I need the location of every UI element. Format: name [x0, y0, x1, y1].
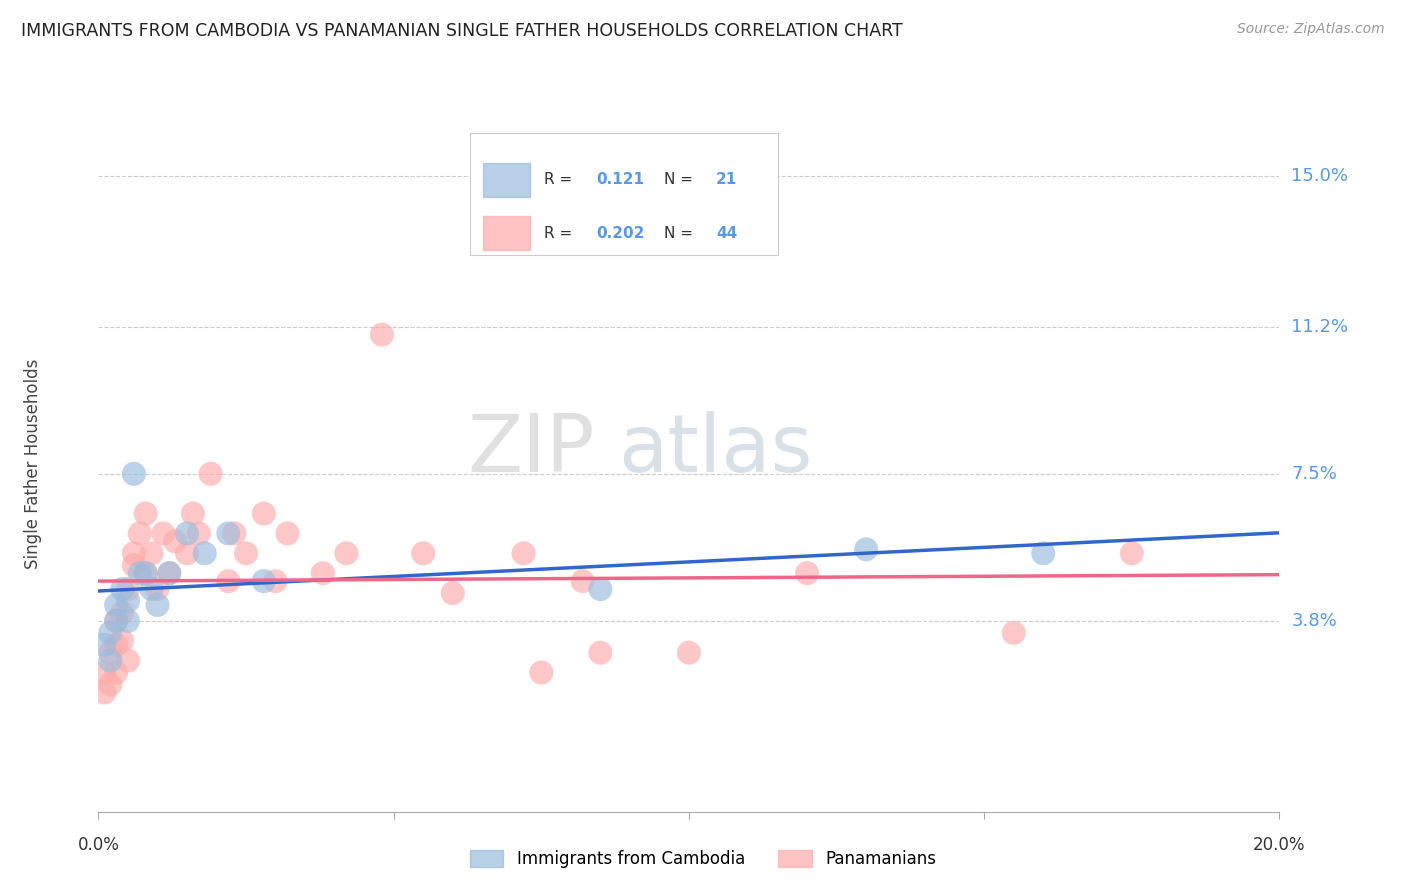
- Point: [117, 594, 139, 608]
- Point: [93, 638, 115, 652]
- Point: [105, 665, 128, 680]
- Point: [105, 614, 128, 628]
- Point: [253, 574, 276, 588]
- Point: [152, 526, 174, 541]
- Point: [128, 526, 150, 541]
- Point: [93, 665, 115, 680]
- Point: [98, 654, 121, 668]
- Point: [187, 526, 209, 541]
- Point: [135, 507, 157, 521]
- Point: [105, 614, 128, 628]
- Point: [512, 546, 534, 560]
- Text: atlas: atlas: [619, 411, 813, 489]
- Point: [157, 566, 180, 581]
- Point: [217, 574, 239, 588]
- Point: [181, 507, 204, 521]
- Text: Single Father Households: Single Father Households: [24, 359, 42, 569]
- Point: [224, 526, 246, 541]
- Point: [122, 546, 145, 560]
- Point: [98, 625, 121, 640]
- Point: [200, 467, 222, 481]
- Point: [217, 526, 239, 541]
- Point: [122, 558, 145, 573]
- Point: [105, 638, 128, 652]
- Text: 7.5%: 7.5%: [1291, 465, 1337, 483]
- Point: [530, 665, 553, 680]
- Point: [1121, 546, 1143, 560]
- Point: [165, 534, 187, 549]
- Point: [135, 566, 157, 581]
- Point: [264, 574, 287, 588]
- Point: [335, 546, 357, 560]
- Point: [253, 507, 276, 521]
- Point: [371, 327, 394, 342]
- Point: [571, 574, 593, 588]
- Point: [276, 526, 298, 541]
- Point: [122, 467, 145, 481]
- Point: [141, 546, 163, 560]
- Point: [1032, 546, 1054, 560]
- Point: [117, 582, 139, 596]
- Text: IMMIGRANTS FROM CAMBODIA VS PANAMANIAN SINGLE FATHER HOUSEHOLDS CORRELATION CHAR: IMMIGRANTS FROM CAMBODIA VS PANAMANIAN S…: [21, 22, 903, 40]
- Point: [194, 546, 217, 560]
- Point: [412, 546, 434, 560]
- Point: [105, 598, 128, 612]
- Point: [98, 677, 121, 691]
- Text: Source: ZipAtlas.com: Source: ZipAtlas.com: [1237, 22, 1385, 37]
- Point: [111, 633, 134, 648]
- Point: [111, 582, 134, 596]
- Point: [855, 542, 877, 557]
- Point: [146, 582, 169, 596]
- Text: 11.2%: 11.2%: [1291, 318, 1348, 335]
- Point: [176, 546, 198, 560]
- Point: [141, 582, 163, 596]
- Point: [589, 582, 612, 596]
- Legend: Immigrants from Cambodia, Panamanians: Immigrants from Cambodia, Panamanians: [464, 843, 942, 875]
- Point: [98, 646, 121, 660]
- Point: [117, 614, 139, 628]
- Point: [441, 586, 464, 600]
- Point: [93, 685, 115, 699]
- Point: [312, 566, 335, 581]
- Text: 3.8%: 3.8%: [1291, 612, 1337, 630]
- Text: ZIP: ZIP: [467, 411, 595, 489]
- Point: [135, 566, 157, 581]
- Point: [678, 646, 700, 660]
- Point: [796, 566, 818, 581]
- Point: [117, 654, 139, 668]
- Point: [146, 598, 169, 612]
- Point: [128, 566, 150, 581]
- Point: [589, 646, 612, 660]
- Point: [1002, 625, 1025, 640]
- Point: [111, 606, 134, 620]
- Text: 20.0%: 20.0%: [1253, 836, 1306, 854]
- Text: 0.0%: 0.0%: [77, 836, 120, 854]
- Point: [235, 546, 257, 560]
- Text: 15.0%: 15.0%: [1291, 167, 1348, 185]
- Point: [176, 526, 198, 541]
- Point: [157, 566, 180, 581]
